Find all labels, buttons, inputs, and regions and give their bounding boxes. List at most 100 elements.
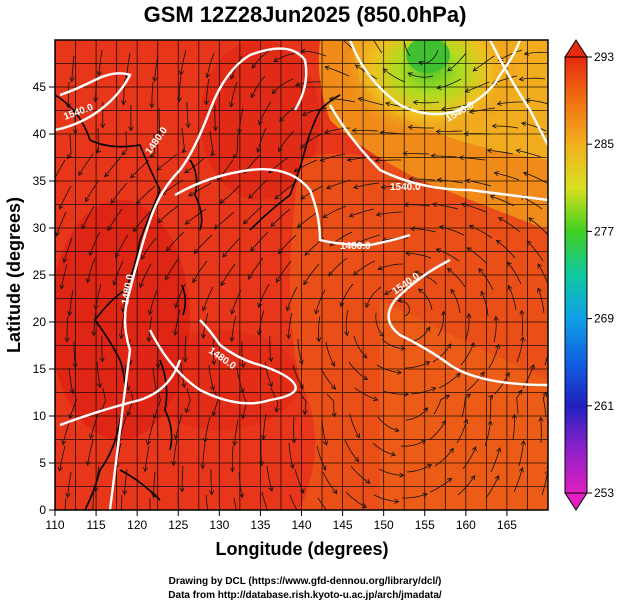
streamline-arrow <box>241 413 247 420</box>
streamline <box>321 419 327 446</box>
streamline-arrow <box>125 385 131 392</box>
streamline-arrow <box>173 434 179 440</box>
streamline <box>81 205 95 229</box>
streamline <box>513 467 523 493</box>
streamline <box>485 475 500 499</box>
colorbar-scale <box>564 56 588 494</box>
streamline <box>144 445 150 472</box>
streamline-arrow <box>322 213 328 219</box>
streamline-arrow <box>557 367 561 372</box>
streamline-arrow <box>346 156 353 162</box>
streamline <box>409 326 431 343</box>
grid-lines <box>55 40 548 510</box>
streamline <box>459 157 486 161</box>
streamline <box>60 263 68 289</box>
streamline-arrow <box>528 217 534 223</box>
streamline-arrow <box>493 315 499 321</box>
streamline <box>377 416 399 432</box>
streamline <box>248 257 264 280</box>
streamline-arrow <box>439 225 445 230</box>
coast-asia <box>55 94 161 510</box>
streamline-arrow <box>507 261 512 267</box>
streamline-arrow <box>357 96 363 102</box>
streamline-arrow <box>351 127 357 134</box>
streamline <box>107 208 123 231</box>
streamline-arrow <box>271 89 277 95</box>
streamline-arrow <box>394 427 400 433</box>
streamline-arrow <box>507 284 513 291</box>
streamline-arrow <box>420 439 427 445</box>
streamline-arrow <box>407 72 413 78</box>
y-tick-label: 25 <box>33 268 47 282</box>
streamline-arrow <box>274 194 280 200</box>
streamline <box>184 335 187 362</box>
streamline <box>405 252 432 259</box>
streamline-arrow <box>72 129 78 135</box>
streamline <box>262 413 267 440</box>
colorbar-tick-label: 253 <box>594 486 614 500</box>
streamline-arrow <box>328 271 334 277</box>
streamline-arrow <box>465 178 471 184</box>
streamline <box>95 283 102 310</box>
streamline-arrow <box>418 60 424 66</box>
streamline-arrow <box>331 412 337 418</box>
streamline <box>488 344 500 369</box>
streamline <box>214 211 235 230</box>
streamline <box>98 49 103 76</box>
streamline <box>231 289 242 314</box>
streamline <box>358 98 384 106</box>
streamline-arrow <box>107 225 113 232</box>
streamline-arrow <box>353 184 359 190</box>
streamline <box>466 247 488 265</box>
streamline <box>400 439 426 447</box>
streamline-arrow <box>537 287 542 293</box>
streamline-arrow <box>118 334 124 340</box>
streamline <box>355 234 381 245</box>
streamline <box>439 226 465 236</box>
cold-core <box>340 40 520 140</box>
streamline-arrow <box>257 302 263 309</box>
streamline <box>525 99 548 105</box>
streamline-arrow <box>495 239 502 245</box>
streamline <box>202 442 206 469</box>
streamline-arrow <box>247 274 253 280</box>
streamline <box>550 313 551 339</box>
streamline <box>205 494 209 510</box>
streamline-arrow <box>72 363 78 369</box>
streamline-arrow <box>435 128 441 135</box>
streamline-arrow <box>141 254 146 260</box>
streamline <box>406 464 432 473</box>
streamline-arrow <box>182 357 188 363</box>
streamline <box>353 260 376 276</box>
streamline-arrow <box>229 467 235 473</box>
contour-1480-west <box>108 47 308 510</box>
streamline-arrow <box>472 66 478 72</box>
streamline <box>100 387 107 413</box>
streamline <box>524 51 548 55</box>
streamline <box>208 364 214 391</box>
streamline <box>266 465 273 492</box>
y-tick-label: 15 <box>33 362 47 376</box>
streamline-arrow <box>258 461 264 467</box>
streamline <box>141 237 157 260</box>
y-tick-label: 5 <box>39 456 46 470</box>
coast-japan <box>249 94 341 231</box>
streamline <box>188 182 212 197</box>
streamline-arrow <box>479 371 485 377</box>
streamline-arrow <box>205 73 211 79</box>
streamline-arrow <box>85 277 91 284</box>
streamline <box>185 387 191 413</box>
streamline-arrow <box>450 288 456 294</box>
streamline-arrow <box>417 288 424 294</box>
streamline <box>441 104 468 110</box>
streamline <box>402 493 428 499</box>
streamline <box>328 257 348 277</box>
streamline <box>376 364 402 374</box>
streamline <box>152 367 158 394</box>
streamline <box>232 133 239 159</box>
streamline-arrow <box>303 280 309 286</box>
streamline-arrow <box>525 97 531 103</box>
streamline <box>325 66 350 77</box>
streamline-arrow <box>408 176 414 182</box>
streamline <box>428 420 446 441</box>
